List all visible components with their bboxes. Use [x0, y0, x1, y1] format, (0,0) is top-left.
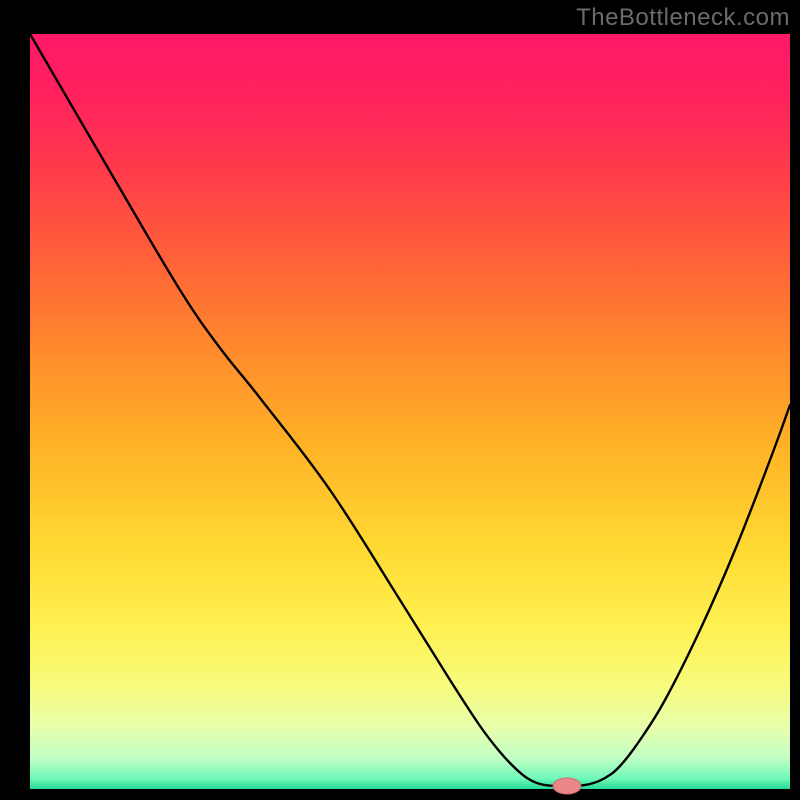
watermark-text: TheBottleneck.com — [576, 4, 790, 32]
bottleneck-chart: TheBottleneck.com — [0, 0, 800, 800]
chart-canvas — [0, 0, 800, 800]
